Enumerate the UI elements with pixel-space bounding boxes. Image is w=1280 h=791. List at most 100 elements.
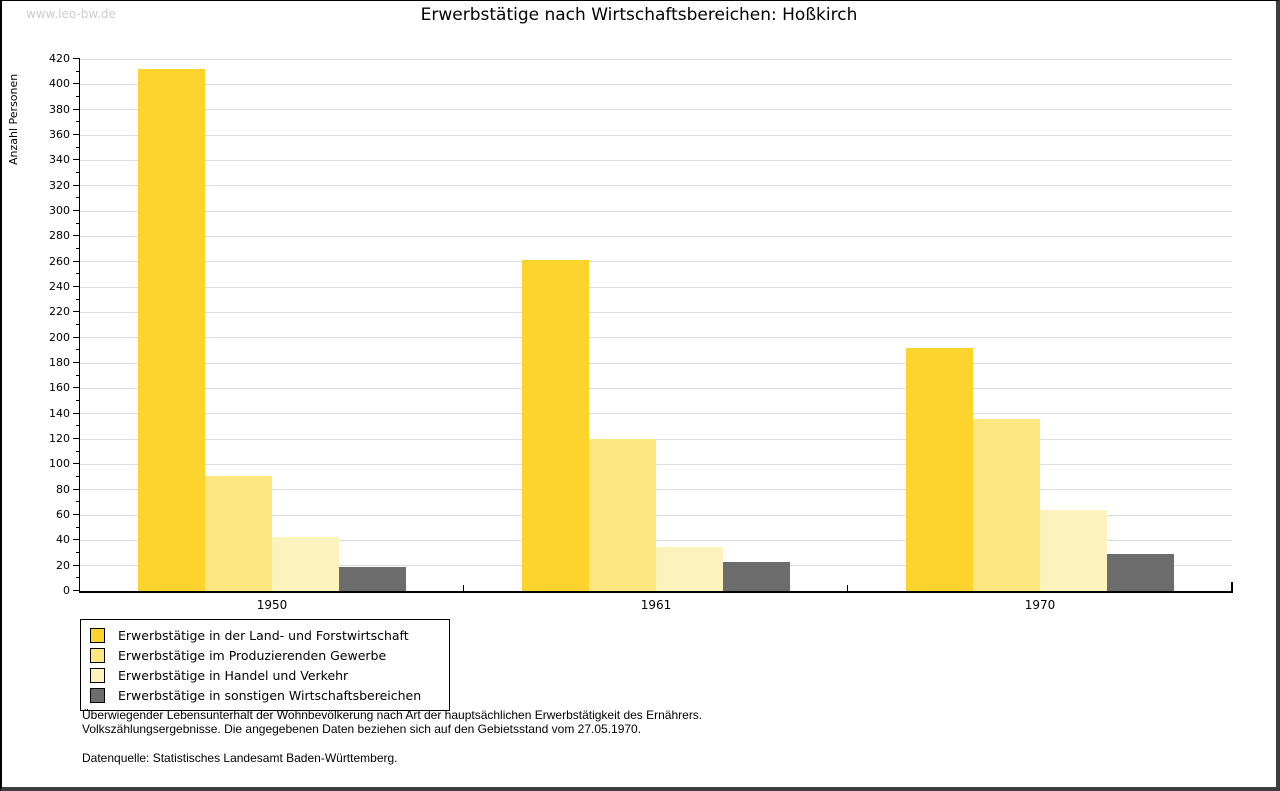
y-tick-label: 40 (56, 533, 70, 547)
y-tick (73, 463, 80, 465)
y-tick (73, 184, 80, 186)
y-tick-label: 400 (49, 77, 70, 91)
bar (339, 566, 406, 591)
y-tick (76, 425, 80, 427)
x-category-label: 1961 (640, 598, 672, 612)
y-tick (73, 311, 80, 313)
bar (589, 439, 656, 591)
y-tick-label: 160 (49, 381, 70, 395)
x-boundary-tick (463, 585, 464, 591)
gridline (80, 337, 1232, 339)
y-tick (73, 336, 80, 338)
y-tick-label: 60 (56, 508, 70, 521)
footnote: Überwiegender Lebensunterhalt der Wohnbe… (82, 708, 702, 736)
gridline (80, 489, 1232, 491)
y-tick-label: 280 (49, 229, 70, 243)
y-tick (76, 476, 80, 477)
y-tick (76, 349, 80, 351)
legend-row: Erwerbstätige im Produzierenden Gewerbe (90, 645, 443, 665)
y-tick (73, 58, 80, 59)
y-tick-label: 360 (49, 128, 70, 141)
y-tick (73, 260, 80, 262)
legend-swatch-icon (90, 687, 105, 703)
y-tick (76, 501, 80, 503)
y-axis-line (79, 59, 80, 591)
watermark: www.leo-bw.de (26, 7, 116, 21)
y-tick (76, 273, 80, 275)
y-tick (76, 400, 80, 401)
y-tick (73, 159, 80, 161)
bar (973, 418, 1040, 591)
y-tick (76, 121, 80, 123)
y-tick-label: 320 (49, 178, 70, 192)
y-tick (76, 197, 80, 199)
x-boundary-tick (847, 585, 848, 591)
gridline (80, 438, 1232, 440)
bar (723, 561, 790, 591)
y-tick (73, 286, 80, 287)
bar (656, 546, 723, 591)
y-tick-label: 340 (49, 153, 70, 167)
legend-swatch-icon (90, 647, 105, 663)
y-tick (76, 526, 80, 528)
y-tick (73, 590, 80, 591)
footnote-line-2: Volkszählungsergebnisse. Die angegebenen… (82, 722, 642, 736)
datasource: Datenquelle: Statistisches Landesamt Bad… (82, 751, 398, 765)
footnote-line-1: Überwiegender Lebensunterhalt der Wohnbe… (82, 708, 703, 722)
y-tick-label: 0 (63, 584, 70, 597)
y-tick-label: 180 (49, 356, 70, 369)
gridline (80, 413, 1232, 415)
gridline (80, 463, 1232, 465)
y-tick (73, 488, 80, 490)
y-tick (73, 514, 80, 515)
gridline (80, 539, 1232, 541)
legend-label: Erwerbstätige in Handel und Verkehr (118, 667, 349, 683)
y-tick (76, 172, 80, 173)
y-tick (73, 362, 80, 363)
y-tick (73, 210, 80, 211)
y-tick-label: 20 (56, 558, 70, 572)
legend-row: Erwerbstätige in der Land- und Forstwirt… (90, 625, 443, 645)
gridline (80, 134, 1232, 136)
y-tick (76, 146, 80, 148)
gridline (80, 83, 1232, 85)
y-tick-label: 420 (49, 52, 70, 65)
y-tick-label: 80 (56, 482, 70, 496)
y-tick (73, 412, 80, 414)
x-axis-line (79, 591, 1233, 593)
legend-row: Erwerbstätige in sonstigen Wirtschaftsbe… (90, 685, 443, 705)
y-tick-label: 240 (49, 280, 70, 293)
gridline (80, 261, 1232, 263)
y-tick (73, 83, 80, 85)
y-tick-label: 100 (49, 457, 70, 471)
y-tick (73, 235, 80, 237)
y-tick (73, 108, 80, 110)
y-tick-label: 120 (49, 432, 70, 445)
y-tick-label: 140 (49, 406, 70, 420)
y-tick-label: 260 (49, 254, 70, 268)
bar (1040, 509, 1107, 591)
gridline (80, 159, 1232, 161)
y-axis-label: Anzahl Personen (7, 73, 20, 165)
y-tick (73, 438, 80, 439)
y-tick (76, 222, 80, 224)
bar (1107, 554, 1174, 591)
gridline (80, 58, 1232, 60)
y-tick-label: 200 (49, 330, 70, 344)
bar (272, 536, 339, 591)
y-tick (76, 552, 80, 553)
gridline (80, 311, 1232, 313)
y-tick (76, 374, 80, 376)
y-tick (76, 450, 80, 452)
y-tick-label: 380 (49, 102, 70, 116)
y-tick (76, 577, 80, 579)
x-category-label: 1950 (256, 598, 288, 612)
y-tick (73, 134, 80, 135)
x-category-label: 1970 (1024, 598, 1056, 612)
y-tick (76, 70, 80, 72)
legend: Erwerbstätige in der Land- und Forstwirt… (80, 619, 450, 711)
y-tick (73, 387, 80, 389)
legend-label: Erwerbstätige in der Land- und Forstwirt… (118, 627, 409, 643)
legend-row: Erwerbstätige in Handel und Verkehr (90, 665, 443, 685)
